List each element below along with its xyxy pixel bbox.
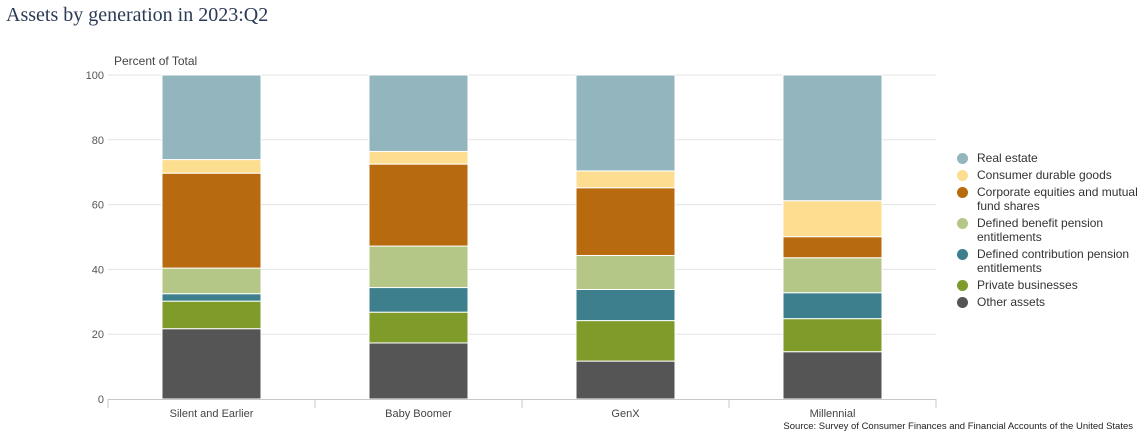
x-tick-label: Baby Boomer	[385, 408, 452, 420]
legend-label: Private businesses	[977, 278, 1078, 292]
bar-stacks	[161, 74, 883, 400]
legend-swatch-icon	[957, 297, 968, 308]
bar-segment-other-assets	[368, 342, 469, 400]
bar-segment-defined-contribution-pension-entitlements	[368, 287, 469, 313]
legend-item[interactable]: Defined contribution pension entitlement…	[957, 247, 1142, 275]
legend-swatch-icon	[957, 170, 968, 181]
legend-label: Other assets	[977, 295, 1046, 309]
y-tick-label: 0	[98, 394, 104, 406]
bar-segment-defined-benefit-pension-entitlements	[368, 245, 469, 289]
bar-segment-consumer-durable-goods	[782, 200, 883, 238]
bar-segment-defined-benefit-pension-entitlements	[575, 254, 676, 290]
bar-segment-corporate-equities-and-mutual-fund-shares	[575, 187, 676, 256]
bar-segment-other-assets	[782, 351, 883, 400]
bar-segment-real-estate	[575, 74, 676, 172]
bar-segment-defined-benefit-pension-entitlements	[782, 257, 883, 294]
x-tick-label: Silent and Earlier	[170, 408, 254, 420]
legend-swatch-icon	[957, 153, 968, 164]
y-tick-label: 100	[86, 70, 104, 82]
source-note: Source: Survey of Consumer Finances and …	[783, 421, 1133, 432]
bar-segment-defined-contribution-pension-entitlements	[575, 288, 676, 322]
legend-item[interactable]: Consumer durable goods	[957, 168, 1142, 182]
x-tick-label: GenX	[611, 408, 640, 420]
legend-swatch-icon	[957, 187, 968, 198]
legend-swatch-icon	[957, 280, 968, 291]
bar-segment-real-estate	[782, 74, 883, 202]
legend: Real estate Consumer durable goods Corpora…	[957, 151, 1142, 312]
legend-label: Real estate	[977, 151, 1038, 165]
legend-swatch-icon	[957, 218, 968, 229]
y-tick-label: 60	[92, 200, 104, 212]
y-tick-label: 20	[92, 329, 104, 341]
bar-segment-private-businesses	[782, 318, 883, 353]
bar-segment-consumer-durable-goods	[575, 170, 676, 189]
legend-item[interactable]: Real estate	[957, 151, 1142, 165]
legend-item[interactable]: Other assets	[957, 295, 1142, 309]
bar-segment-consumer-durable-goods	[161, 159, 262, 174]
legend-item[interactable]: Defined benefit pension entitlements	[957, 216, 1142, 244]
x-tick-label: Millennial	[810, 408, 856, 420]
bar-segment-other-assets	[575, 360, 676, 400]
chart-title: Assets by generation in 2023:Q2	[6, 4, 269, 26]
bar-segment-corporate-equities-and-mutual-fund-shares	[782, 236, 883, 259]
bar-segment-consumer-durable-goods	[368, 150, 469, 165]
axes: 0 20 40 60 80 100 Silent and Earlier Baby Boome…	[86, 70, 937, 420]
legend-label: Consumer durable goods	[977, 168, 1112, 182]
legend-label: Corporate equities and mutual fund share…	[977, 185, 1138, 213]
bar-segment-private-businesses	[161, 300, 262, 330]
y-tick-label: 40	[92, 264, 104, 276]
legend-label: Defined benefit pension entitlements	[977, 216, 1104, 244]
y-axis-label: Percent of Total	[114, 54, 198, 68]
bar-segment-real-estate	[161, 74, 262, 161]
y-tick-label: 80	[92, 135, 104, 147]
legend-item[interactable]: Private businesses	[957, 278, 1142, 292]
bar-segment-defined-contribution-pension-entitlements	[161, 293, 262, 302]
bar-segment-corporate-equities-and-mutual-fund-shares	[161, 172, 262, 269]
bar-segment-real-estate	[368, 74, 469, 152]
bar-segment-corporate-equities-and-mutual-fund-shares	[368, 163, 469, 247]
bar-segment-other-assets	[161, 328, 262, 400]
legend-item[interactable]: Corporate equities and mutual fund share…	[957, 185, 1142, 213]
bar-segment-private-businesses	[575, 320, 676, 362]
legend-label: Defined contribution pension entitlement…	[977, 247, 1130, 275]
legend-swatch-icon	[957, 249, 968, 260]
bar-segment-private-businesses	[368, 311, 469, 344]
bar-segment-defined-contribution-pension-entitlements	[782, 292, 883, 320]
bar-segment-defined-benefit-pension-entitlements	[161, 267, 262, 295]
